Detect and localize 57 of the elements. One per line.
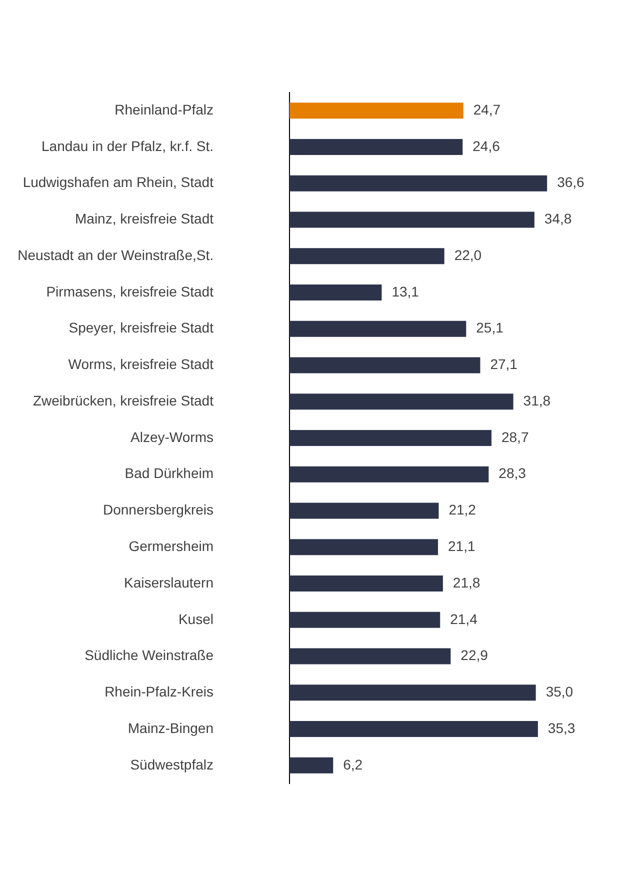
data-label: 22,0 (454, 246, 482, 263)
bar (290, 684, 536, 701)
bar (290, 320, 466, 337)
bar (290, 502, 439, 519)
y-tick-label: Kaiserslautern (124, 574, 214, 590)
bar (290, 466, 489, 482)
data-label: 21,2 (448, 502, 476, 518)
data-label: 35,0 (546, 684, 574, 700)
bar (290, 357, 480, 374)
data-label: 21,8 (452, 574, 480, 590)
data-label: 34,8 (544, 210, 572, 227)
bar (290, 175, 548, 192)
y-tick-label: Germersheim (128, 538, 214, 554)
y-tick-label: Landau in der Pfalz, kr.f. St. (42, 138, 214, 154)
y-tick-label: Südwestpfalz (130, 756, 214, 772)
data-label: 6,2 (343, 756, 363, 772)
data-label: 13,1 (392, 283, 420, 300)
y-tick-label: Mainz-Bingen (128, 720, 214, 736)
data-label: 28,7 (501, 428, 529, 445)
bar (290, 757, 334, 774)
bar (290, 394, 514, 410)
y-tick-label: Zweibrücken, kreisfreie Stadt (32, 392, 214, 408)
y-tick-label: Rhein-Pfalz-Kreis (104, 684, 214, 700)
data-label: 28,3 (498, 465, 526, 482)
data-label: 36,6 (557, 174, 585, 190)
bar (290, 648, 451, 664)
data-label: 21,4 (450, 610, 478, 627)
y-tick-label: Pirmasens, kreisfreie Stadt (46, 283, 214, 300)
data-label: 21,1 (448, 538, 476, 554)
bar (290, 212, 534, 228)
bar (290, 102, 464, 119)
bar (290, 576, 443, 592)
bar (290, 284, 382, 300)
data-label: 25,1 (476, 320, 504, 336)
data-label: 22,9 (460, 647, 488, 664)
bar (290, 430, 492, 446)
y-tick-label: Speyer, kreisfreie Stadt (68, 320, 214, 336)
data-label: 35,3 (548, 720, 576, 736)
y-tick-label: Ludwigshafen am Rhein, Stadt (22, 174, 214, 190)
data-label: 31,8 (523, 392, 551, 408)
data-label: 24,7 (473, 101, 501, 118)
y-tick-label: Südliche Weinstraße (84, 647, 214, 664)
y-tick-label: Mainz, kreisfreie Stadt (75, 210, 214, 227)
y-tick-label: Worms, kreisfreie Stadt (68, 356, 214, 372)
y-tick-label: Alzey-Worms (130, 428, 214, 445)
data-label: 27,1 (490, 356, 518, 372)
y-tick-label: Donnersbergkreis (103, 502, 214, 518)
y-tick-label: Kusel (178, 610, 214, 627)
bar (290, 248, 444, 264)
y-tick-label: Neustadt an der Weinstraße,St. (18, 246, 214, 263)
data-label: 24,6 (472, 138, 500, 154)
bar (290, 721, 538, 738)
bar (290, 612, 440, 628)
bar (290, 539, 438, 556)
bar (290, 138, 463, 155)
y-tick-label: Bad Dürkheim (124, 465, 214, 482)
y-tick-label: Rheinland-Pfalz (114, 101, 214, 118)
